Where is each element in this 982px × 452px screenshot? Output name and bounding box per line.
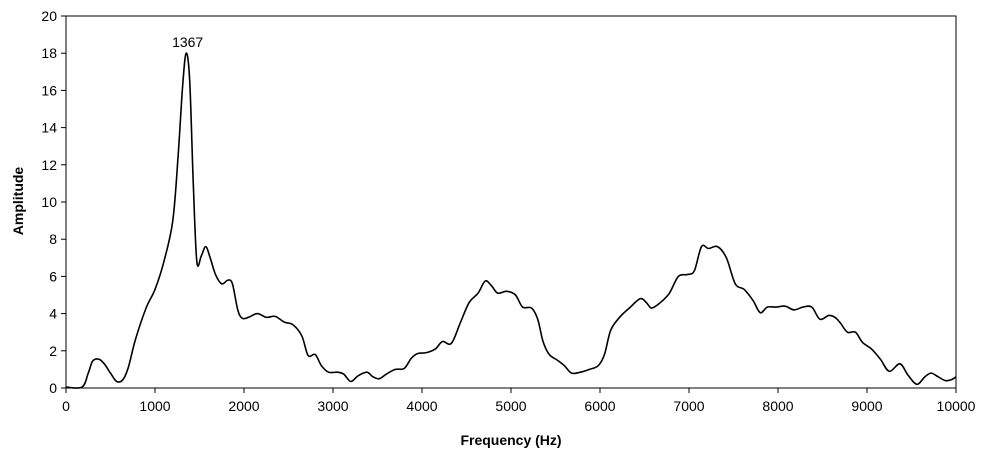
plot-area <box>65 15 957 389</box>
x-axis-ticks: 0 1000 2000 3000 4000 5000 6000 7000 8000 9000 100… <box>62 388 976 414</box>
y-tick-label: 12 <box>41 157 57 173</box>
y-tick-label: 14 <box>41 120 57 136</box>
x-tick-label: 5000 <box>495 398 526 414</box>
y-tick-label: 0 <box>49 380 57 396</box>
y-tick-label: 16 <box>41 82 57 98</box>
x-axis-title: Frequency (Hz) <box>460 432 561 448</box>
series-line <box>65 52 957 389</box>
x-tick-label: 3000 <box>317 398 348 414</box>
y-tick-label: 4 <box>49 306 57 322</box>
y-tick-label: 6 <box>49 268 57 284</box>
x-tick-label: 7000 <box>673 398 704 414</box>
y-tick-label: 8 <box>49 231 57 247</box>
x-tick-label: 10000 <box>937 398 976 414</box>
x-tick-label: 2000 <box>228 398 259 414</box>
x-tick-label: 1000 <box>139 398 170 414</box>
y-tick-label: 2 <box>49 343 57 359</box>
x-tick-label: 4000 <box>406 398 437 414</box>
x-tick-label: 9000 <box>851 398 882 414</box>
peak-annotation: 1367 <box>172 34 203 50</box>
y-axis-title: Amplitude <box>10 167 26 236</box>
y-tick-label: 20 <box>41 8 57 24</box>
y-tick-label: 10 <box>41 194 57 210</box>
y-tick-label: 18 <box>41 45 57 61</box>
y-axis-ticks: 0 2 4 6 8 10 12 14 16 18 20 <box>41 8 66 396</box>
plot-frame <box>65 15 957 389</box>
x-tick-label: 6000 <box>584 398 615 414</box>
annotations: 1367 <box>172 34 203 50</box>
x-tick-label: 0 <box>62 398 70 414</box>
x-tick-label: 8000 <box>762 398 793 414</box>
